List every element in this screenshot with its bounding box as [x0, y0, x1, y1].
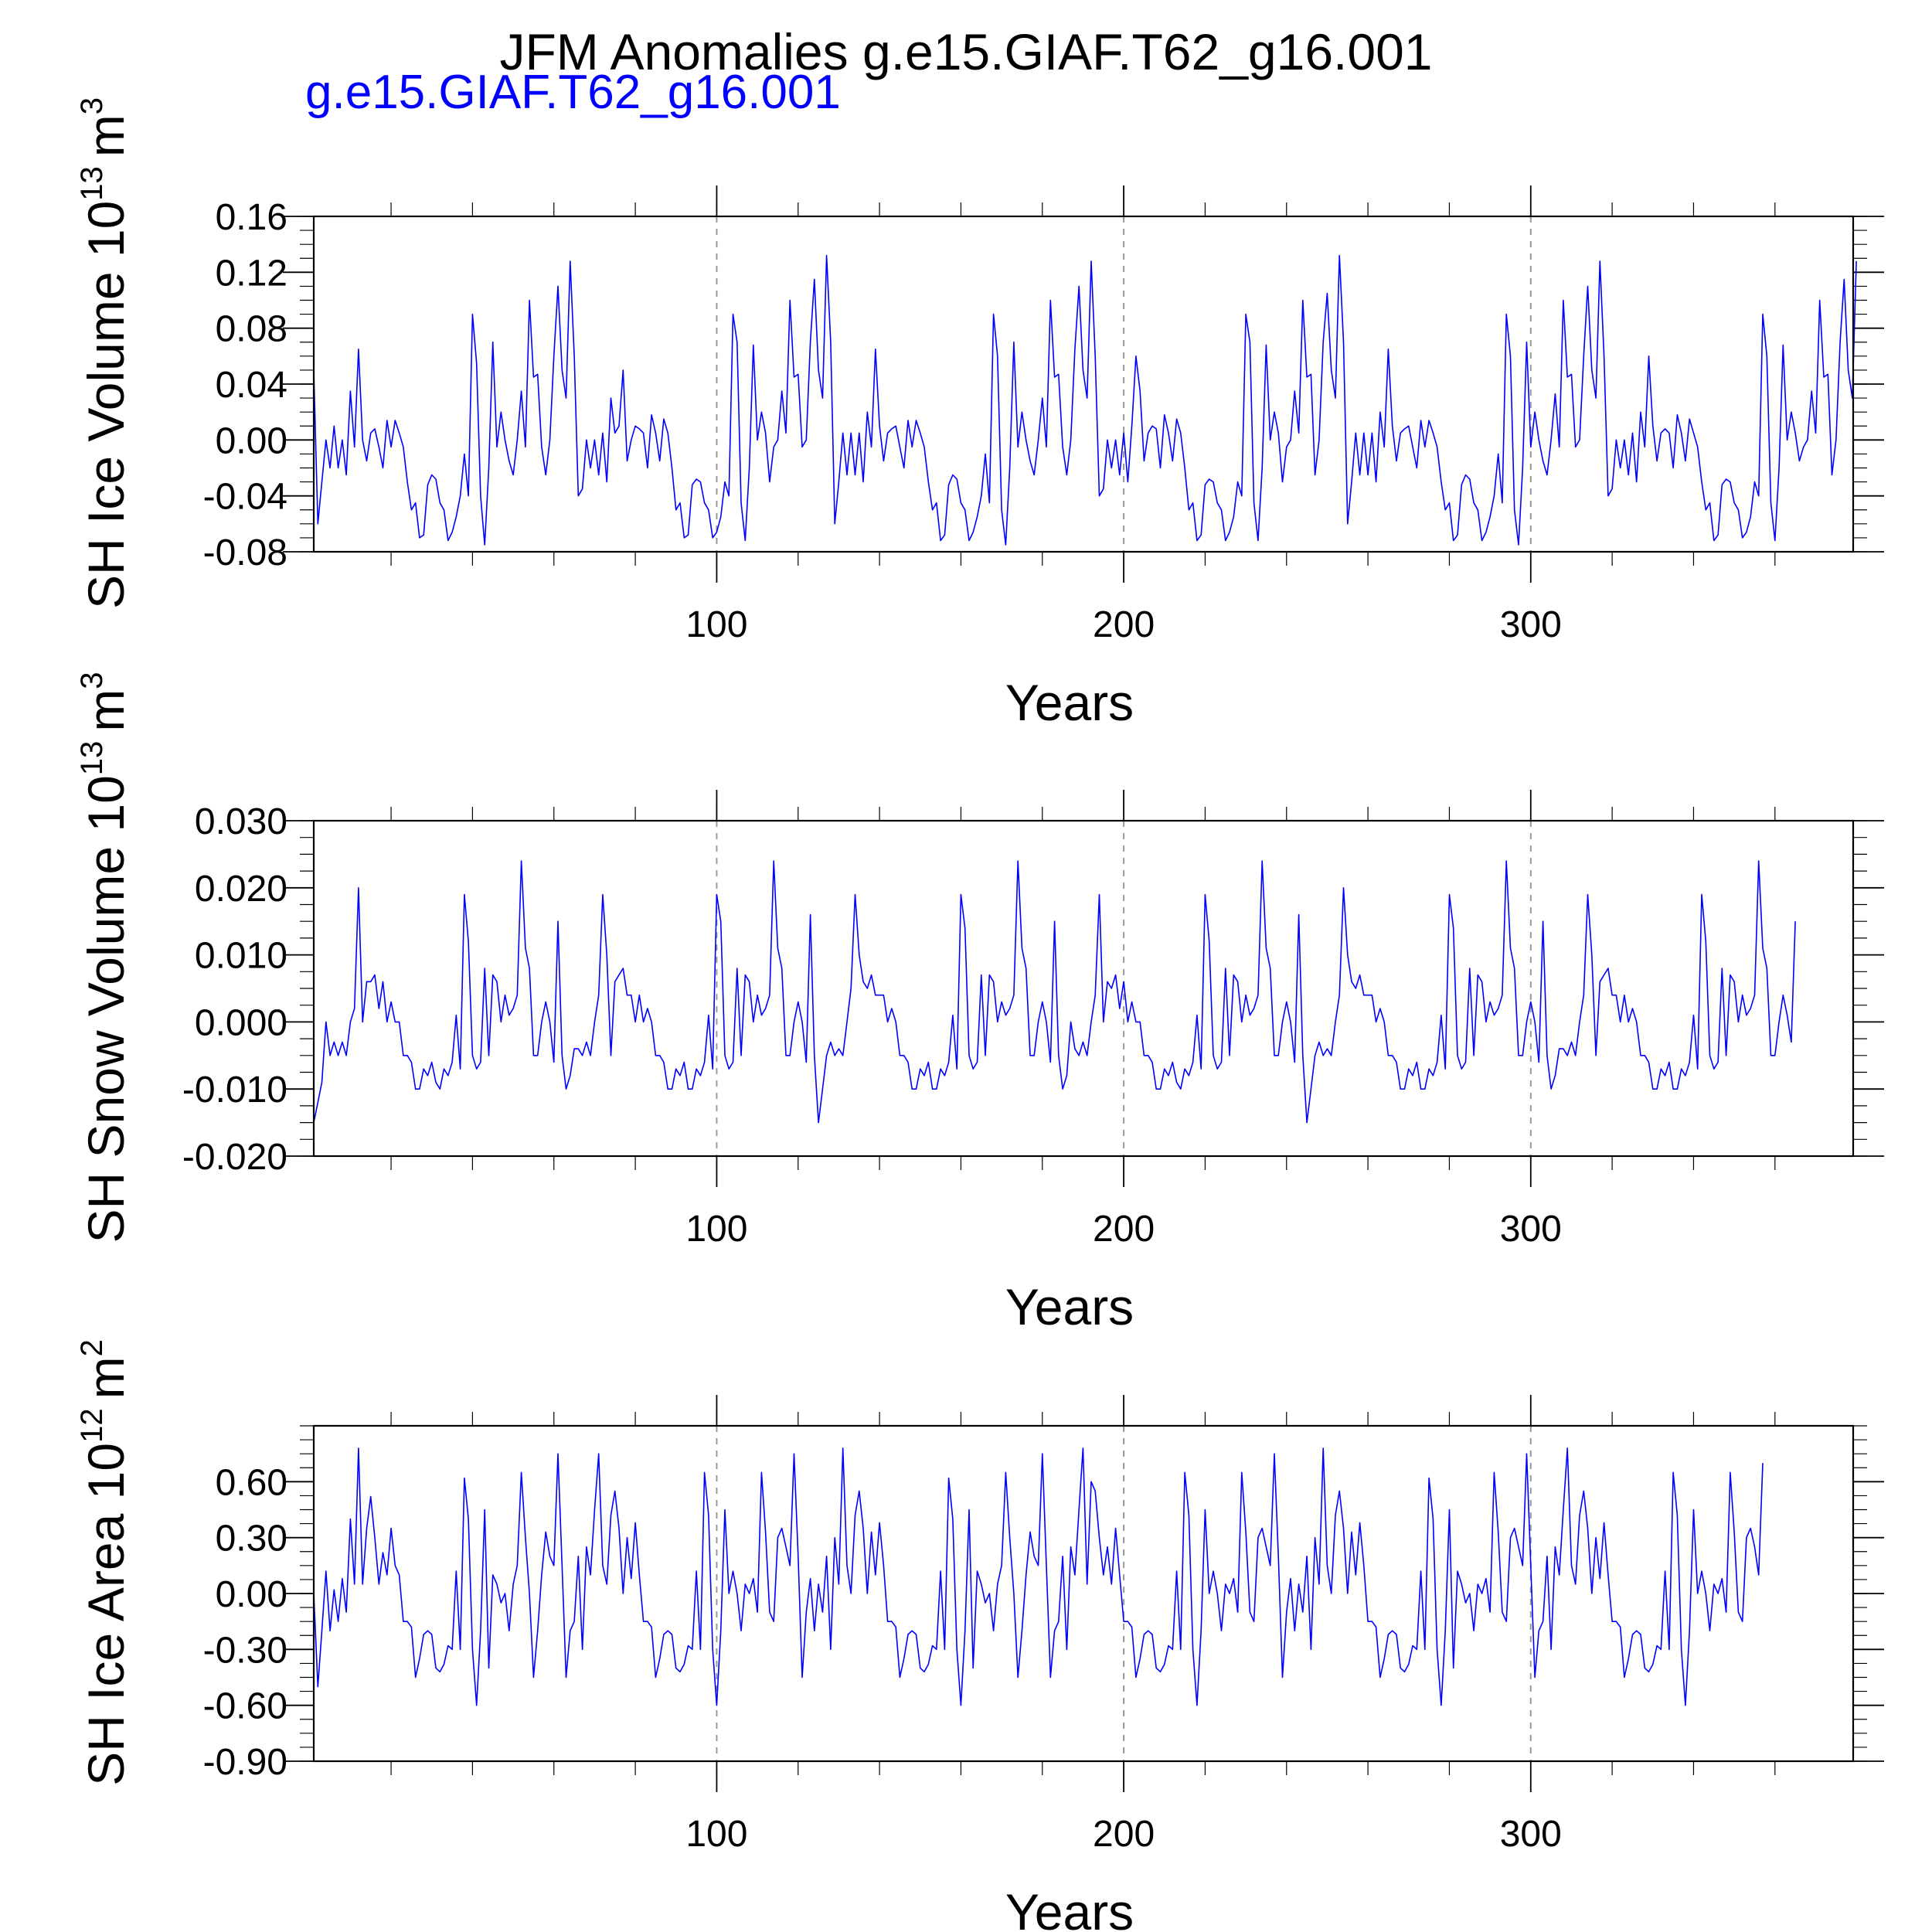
y-axis-title-unit-exponent: 3 — [75, 672, 109, 689]
y-tick-label: -0.020 — [182, 1137, 287, 1178]
y-tick-label: 0.30 — [216, 1519, 287, 1560]
figure-title: JFM Anomalies g.e15.GIAF.T62_g16.001 — [499, 23, 1432, 80]
y-tick-label: -0.30 — [203, 1630, 287, 1671]
y-tick-label: 0.00 — [216, 420, 287, 461]
x-axis-title: Years — [1005, 1883, 1134, 1932]
chart-panel-3: -0.90 -0.60 -0.30 0.00 0.30 0.60 100 200 300 Year… — [75, 1339, 1884, 1932]
y-axis-title-unit-exponent: 2 — [75, 1339, 109, 1356]
series-line — [313, 254, 1857, 546]
y-axis-title: SH Ice Volume 1013 m3 — [75, 97, 134, 609]
y-tick-label: -0.60 — [203, 1686, 287, 1727]
y-tick-label: -0.04 — [203, 477, 287, 518]
panels: -0.08 -0.04 0.00 0.04 0.08 0.12 0.16 100 200 300 Y… — [75, 97, 1884, 1932]
y-axis-title-unit: m — [77, 689, 134, 732]
y-axis-title-exponent: 13 — [75, 166, 109, 201]
y-axis-title-exponent: 12 — [75, 1408, 109, 1443]
chart-panel-1: -0.08 -0.04 0.00 0.04 0.08 0.12 0.16 100 200 300 Y… — [75, 97, 1884, 731]
x-tick-label: 300 — [1500, 1814, 1562, 1855]
y-tick-label: 0.020 — [195, 869, 287, 910]
plot-frame — [312, 819, 1855, 1158]
x-tick-label: 200 — [1093, 1814, 1155, 1855]
x-axis-title: Years — [1005, 1278, 1134, 1335]
y-axis-title: SH Ice Area 1012 m2 — [75, 1339, 134, 1786]
x-tick-label: 200 — [1093, 1209, 1155, 1250]
y-tick-label: -0.08 — [203, 532, 287, 573]
series-line — [313, 860, 1796, 1124]
y-axis-title-exponent: 13 — [75, 741, 109, 776]
y-tick-label: 0.010 — [195, 936, 287, 977]
x-tick-label: 300 — [1500, 1209, 1562, 1250]
x-tick-label: 100 — [685, 604, 747, 645]
plot-frame — [312, 1424, 1855, 1763]
x-tick-label: 300 — [1500, 604, 1562, 645]
x-tick-label: 200 — [1093, 604, 1155, 645]
y-tick-label: 0.030 — [195, 801, 287, 842]
y-axis-title-unit: m — [77, 114, 134, 157]
y-tick-label: -0.010 — [182, 1070, 287, 1111]
y-tick-label: -0.90 — [203, 1742, 287, 1783]
y-tick-label: 0.12 — [216, 253, 287, 294]
y-axis-title-unit: m — [77, 1356, 134, 1399]
y-tick-label: 0.60 — [216, 1462, 287, 1503]
x-tick-label: 100 — [685, 1209, 747, 1250]
y-axis-title: SH Snow Volume 1013 m3 — [75, 672, 134, 1243]
y-tick-label: 0.00 — [216, 1574, 287, 1615]
x-tick-label: 100 — [685, 1814, 747, 1855]
figure-subtitle: g.e15.GIAF.T62_g16.001 — [305, 66, 841, 119]
series-line — [313, 1447, 1764, 1706]
y-axis-title-unit-exponent: 3 — [75, 97, 109, 114]
plot-frame — [312, 215, 1855, 553]
y-axis-title-main: SH Snow Volume 10 — [77, 775, 134, 1243]
y-axis-title-main: SH Ice Area 10 — [77, 1443, 134, 1786]
x-axis-title: Years — [1005, 674, 1134, 731]
chart-panel-2: -0.020 -0.010 0.000 0.010 0.020 0.030 100 200 30… — [75, 672, 1884, 1335]
y-tick-label: 0.16 — [216, 197, 287, 238]
y-tick-label: 0.04 — [216, 365, 287, 406]
y-axis-title-main: SH Ice Volume 10 — [77, 201, 134, 609]
y-tick-label: 0.000 — [195, 1002, 287, 1043]
y-tick-label: 0.08 — [216, 309, 287, 350]
